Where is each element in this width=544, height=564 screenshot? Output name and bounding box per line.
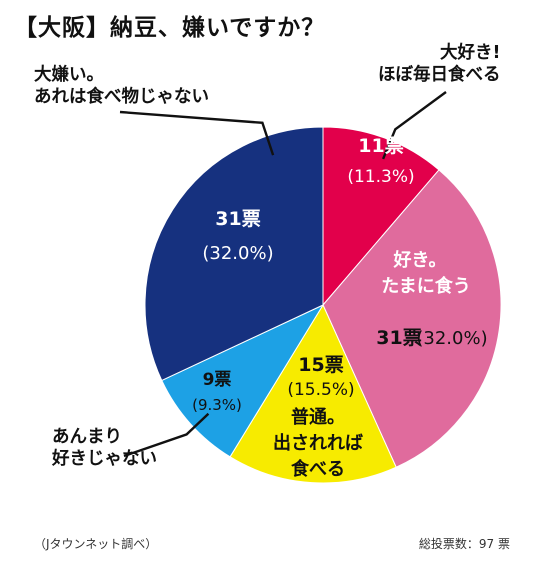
source-note: （Jタウンネット調べ） xyxy=(34,537,158,551)
chart-title: 【大阪】納豆、嫌いですか？ xyxy=(14,15,326,41)
slice-label-line: 大好き! xyxy=(440,43,501,63)
slice-percent-label: (11.3%) xyxy=(347,167,414,187)
slice-label-daisuki: 大好き! ほぼ毎日食べる xyxy=(378,42,501,86)
slice-label-line: あれは食べ物じゃない xyxy=(34,87,209,107)
slice-category-label: 普通。 xyxy=(291,406,345,428)
slice-label-daikirai: 大嫌い。 あれは食べ物じゃない xyxy=(34,64,209,108)
pie-slice xyxy=(229,303,397,484)
total-votes: 総投票数：97 票 xyxy=(418,537,510,551)
pie-slice xyxy=(322,169,502,468)
slice-percent-label: (9.3%) xyxy=(192,396,242,414)
slice-votes-label: 31票 xyxy=(376,327,421,349)
leader-line xyxy=(123,412,210,458)
slice-category-label: たまに食う xyxy=(381,275,470,297)
slice-percent-label: (32.0%) xyxy=(202,243,273,264)
pie-slice xyxy=(322,126,440,307)
slice-category-label: 好き。 xyxy=(392,249,446,271)
slice-label-line: あんまり xyxy=(52,427,122,447)
slice-percent-label: (15.5%) xyxy=(287,380,354,400)
leader-line xyxy=(381,91,447,160)
slice-label-anmari: あんまり 好きじゃない xyxy=(52,426,157,470)
slice-category-label: 食べる xyxy=(290,458,345,480)
slice-label-line: ほぼ毎日食べる xyxy=(378,65,501,85)
slice-votes-label: 31票 xyxy=(215,208,260,230)
slice-label-line: 大嫌い。 xyxy=(34,65,104,85)
slice-votes-label: 15票 xyxy=(298,354,343,376)
leader-line xyxy=(119,110,275,156)
slice-label-line: 好きじゃない xyxy=(52,449,157,469)
slice-votes-label: 9票 xyxy=(203,370,232,390)
slice-percent-label: (32.0%) xyxy=(416,328,487,349)
slice-votes-label: 11票 xyxy=(358,135,403,157)
slice-category-label: 出されれば xyxy=(273,432,363,454)
pie-slice xyxy=(144,126,324,382)
